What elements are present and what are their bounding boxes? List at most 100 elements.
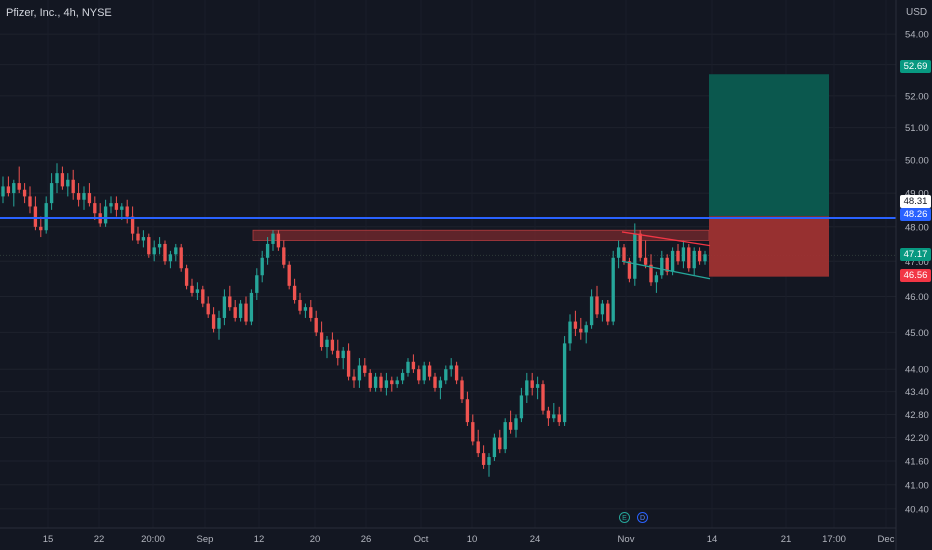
candle-body: [692, 250, 696, 269]
candle-body: [503, 422, 507, 450]
candle-body: [546, 410, 551, 419]
x-tick-label: 15: [43, 534, 54, 545]
candle-body: [368, 372, 372, 388]
x-tick-label: 17:00: [822, 534, 846, 545]
candle-body: [130, 216, 135, 234]
candle-body: [616, 247, 621, 258]
candle-body: [384, 380, 389, 388]
candle-body: [292, 285, 297, 301]
currency-label[interactable]: USD: [906, 7, 928, 18]
candle-body: [573, 321, 578, 329]
candle-body: [93, 203, 97, 214]
dividend-event-icon[interactable]: D: [637, 512, 648, 523]
x-tick-label: 21: [781, 534, 792, 545]
candle-body: [449, 365, 453, 370]
candle-body: [76, 193, 81, 200]
candle-body: [589, 296, 594, 326]
candle-body: [211, 314, 216, 329]
candle-body: [298, 300, 302, 311]
candle-body: [519, 395, 524, 419]
current-price-label: 47.17: [900, 248, 931, 261]
candle-body: [352, 376, 356, 381]
candle-body: [562, 343, 567, 423]
symbol-title[interactable]: Pfizer, Inc., 4h, NYSE: [6, 7, 112, 19]
candle-body: [654, 275, 659, 283]
candle-body: [190, 285, 194, 293]
candle-body: [33, 206, 38, 227]
x-tick-label: 14: [707, 534, 718, 545]
y-tick-label: 46.00: [905, 292, 929, 303]
y-tick-label: 54.00: [905, 30, 929, 41]
candle-body: [535, 384, 540, 388]
y-tick-label: 49.00: [905, 189, 929, 200]
candle-body: [222, 296, 227, 318]
candle-body: [687, 247, 691, 269]
candle-body: [136, 233, 140, 241]
candle-body: [390, 380, 394, 385]
y-tick-label: 52.00: [905, 91, 929, 102]
x-tick-label: 22: [94, 534, 105, 545]
y-tick-label: 45.00: [905, 328, 929, 339]
candle-body: [244, 303, 248, 322]
candle-body: [341, 350, 345, 359]
candle-body: [665, 257, 669, 272]
candle-body: [643, 257, 648, 265]
candle-body: [66, 179, 70, 187]
candle-body: [103, 206, 108, 224]
candle-body: [55, 173, 59, 184]
candle-body: [357, 365, 362, 381]
x-tick-label: 26: [361, 534, 372, 545]
candle-body: [595, 296, 599, 315]
candle-body: [179, 247, 183, 269]
y-tick-label: 43.40: [905, 387, 929, 398]
candle-body: [174, 247, 178, 255]
candle-body: [217, 317, 221, 329]
candle-body: [168, 254, 173, 262]
candle-body: [87, 193, 92, 204]
y-tick-label: 41.60: [905, 456, 929, 467]
candle-body: [39, 226, 43, 231]
candle-body: [622, 247, 626, 262]
candle-body: [379, 376, 383, 388]
candle-body: [346, 350, 351, 377]
candle-body: [303, 307, 308, 311]
candle-body: [492, 437, 497, 458]
candle-body: [125, 206, 129, 217]
grid-layer: [0, 33, 896, 510]
candle-body: [417, 369, 421, 381]
candle-body: [557, 414, 561, 423]
candle-body: [444, 369, 448, 381]
x-tick-label: 20: [310, 534, 321, 545]
candle-body: [373, 376, 378, 388]
candle-body: [600, 303, 605, 315]
candle-body: [498, 437, 502, 450]
x-tick-label: Nov: [618, 534, 635, 545]
y-tick-label: 41.00: [905, 480, 929, 491]
candle-body: [49, 183, 54, 204]
candle-body: [627, 261, 632, 279]
upper-trendline: [621, 231, 711, 247]
lower-trendline: [621, 260, 711, 280]
candle-body: [606, 303, 610, 322]
y-tick-label: 42.20: [905, 433, 929, 444]
stop-zone: [709, 216, 829, 277]
earnings-event-icon[interactable]: E: [619, 512, 630, 523]
candle-body: [433, 376, 437, 388]
y-tick-label: 47.00: [905, 257, 929, 268]
candle-body: [454, 365, 459, 381]
candle-body: [228, 296, 232, 308]
x-tick-label: Sep: [197, 534, 214, 545]
drawings-layer: [0, 74, 896, 277]
x-tick-label: 24: [530, 534, 541, 545]
candle-body: [681, 247, 686, 262]
target-price-label: 52.69: [900, 60, 931, 73]
candle-body: [282, 247, 286, 265]
candle-body: [422, 365, 426, 381]
candle-body: [260, 257, 264, 276]
candle-body: [471, 422, 475, 442]
candle-body: [325, 339, 329, 348]
candle-body: [1, 186, 5, 197]
y-tick-label: 40.40: [905, 504, 929, 515]
